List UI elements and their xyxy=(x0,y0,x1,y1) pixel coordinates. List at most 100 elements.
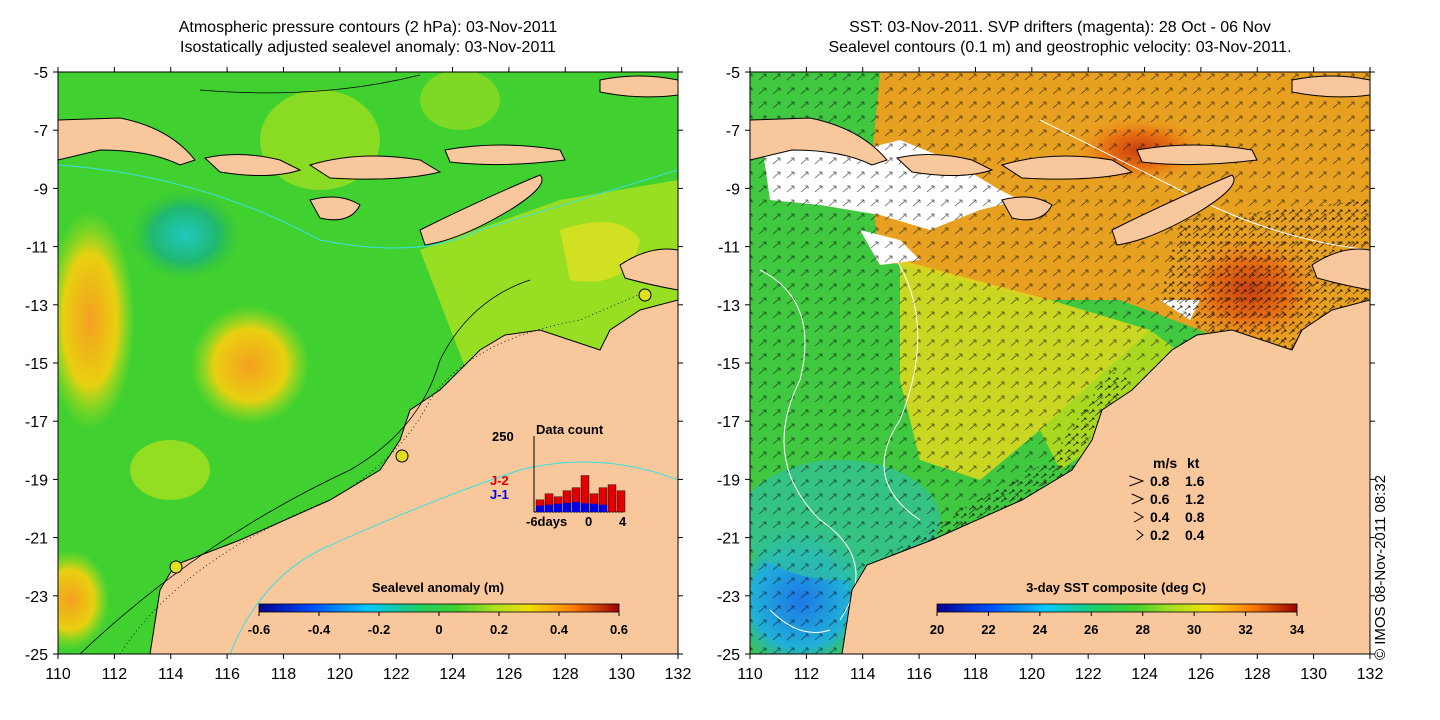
left-colorbar-label: Sealevel anomaly (m) xyxy=(372,580,504,595)
australia-landmass-right xyxy=(841,299,1370,654)
left-colorbar-tick-label: 0.4 xyxy=(550,622,569,637)
speed-legend-ms: 0.4 xyxy=(1150,509,1170,525)
arnhem-land xyxy=(619,248,678,291)
left-colorbar-tick-label: 0.6 xyxy=(610,622,628,637)
right-axis-x-tick-label: 118 xyxy=(963,666,989,683)
right-title-line2: Sealevel contours (0.1 m) and geostrophi… xyxy=(828,39,1292,56)
speed-legend-arrow xyxy=(1136,529,1144,541)
left-map xyxy=(58,72,678,654)
speed-legend-ms: 0.8 xyxy=(1150,473,1170,489)
j1-count-bar xyxy=(545,504,553,512)
right-colorbar-tick-label: 28 xyxy=(1135,622,1149,637)
pressure-contour-2 xyxy=(199,74,421,94)
right-axis-y-tick-label: -21 xyxy=(717,531,740,548)
j1-count-bar xyxy=(563,502,571,512)
j1-count-bar xyxy=(599,504,607,512)
timor-island xyxy=(419,174,543,246)
sla-high-southwest xyxy=(58,550,110,650)
speed-legend-header-ms: m/s xyxy=(1153,455,1177,471)
right-colorbar-ticks: 20 22 24 26 28 30 32 34 xyxy=(930,612,1305,637)
j2-count-bar xyxy=(607,484,617,513)
right-axis-x-tick-label: 120 xyxy=(1018,666,1045,683)
j2-count-bar xyxy=(616,490,626,513)
left-axis-y-tick-label: -15 xyxy=(25,356,48,373)
left-axis-y-tick-label: -21 xyxy=(25,531,48,548)
left-axis-y-tick-label: -17 xyxy=(25,414,48,431)
sealevel-contour-4 xyxy=(769,609,831,633)
right-axis-y-tick-label: -7 xyxy=(726,123,740,140)
left-axis-y-tick-label: -13 xyxy=(25,298,48,315)
station-marker-2 xyxy=(395,449,409,463)
flores-east-island xyxy=(444,144,566,166)
data-count-xlabel-mid: 0 xyxy=(585,514,592,529)
left-colorbar-tick-label: 0 xyxy=(435,622,442,637)
right-axis-y-tick-label: -5 xyxy=(726,65,740,82)
cyan-contour-2 xyxy=(229,461,678,654)
right-colorbar-tick-label: 20 xyxy=(930,622,944,637)
station-marker-1 xyxy=(169,560,183,574)
right-map-axes: 110 112 114 116 118 120 122 124 126 128 130 132 -5 -7… xyxy=(717,65,1384,683)
timor-island-right xyxy=(1111,174,1235,246)
right-colorbar-tick-label: 24 xyxy=(1033,622,1048,637)
sealevel-contour-2 xyxy=(883,249,921,521)
dotted-contour-1 xyxy=(119,289,651,654)
data-count-inset: Data count 250 J-2 J-1 -6days 0 4 xyxy=(490,422,627,529)
bali-lombok-island-right xyxy=(895,153,994,177)
legend-j2: J-2 xyxy=(490,473,509,488)
sla-high-central xyxy=(190,305,310,425)
right-axis-y-tick-label: -23 xyxy=(717,589,740,606)
data-count-title: Data count xyxy=(536,422,604,437)
sla-mid-south xyxy=(130,440,210,500)
left-title-line1: Atmospheric pressure contours (2 hPa): 0… xyxy=(178,19,558,36)
right-axis-x-tick-label: 114 xyxy=(850,666,876,683)
left-axis-x-tick-label: 124 xyxy=(439,666,466,683)
right-colorbar: 3-day SST composite (deg C) 20 22 24 26 28 30… xyxy=(930,580,1305,637)
right-axis-x-tick-label: 122 xyxy=(1075,666,1102,683)
sla-high-west xyxy=(58,210,135,430)
j1-count-bar xyxy=(581,503,589,512)
banda-islands-right xyxy=(1291,75,1370,98)
speed-legend-kt: 0.8 xyxy=(1185,509,1205,525)
right-axis-x-tick-label: 126 xyxy=(1188,666,1215,683)
left-axis-x-tick-label: 130 xyxy=(608,666,635,683)
speed-legend-arrow xyxy=(1129,475,1145,487)
right-axis-x-tick-label: 116 xyxy=(906,666,932,683)
speed-legend-ms: 0.6 xyxy=(1150,491,1170,507)
left-title: Atmospheric pressure contours (2 hPa): 0… xyxy=(58,18,678,58)
left-axis-x-tick-label: 116 xyxy=(214,666,240,683)
left-colorbar-tick-label: -0.2 xyxy=(368,622,390,637)
right-axis-x-tick-label: 128 xyxy=(1244,666,1271,683)
right-axis-x-tick-label: 132 xyxy=(1357,666,1384,683)
speed-legend-kt: 1.2 xyxy=(1185,491,1205,507)
legend-j1: J-1 xyxy=(490,487,509,502)
left-axis-y-tick-label: -11 xyxy=(26,240,48,257)
java-island xyxy=(58,117,196,166)
left-colorbar-ramp xyxy=(258,603,620,613)
speed-legend: m/s kt 0.8 1.6 0.6 1.2 0.4 0.8 0.2 0.4 xyxy=(1129,455,1205,543)
java-island-right xyxy=(750,117,888,166)
left-axis-y-tick-label: -23 xyxy=(25,589,48,606)
data-count-xlabel-start: -6days xyxy=(526,514,567,529)
right-axis-x-tick-label: 124 xyxy=(1131,666,1158,683)
j1-count-bar xyxy=(572,501,580,512)
right-axis-y-tick-label: -19 xyxy=(717,472,740,489)
left-axis-x-tick-label: 114 xyxy=(158,666,184,683)
right-colorbar-tick-label: 26 xyxy=(1084,622,1098,637)
station-marker-3 xyxy=(638,288,652,302)
left-axis-y-tick-label: -25 xyxy=(25,647,48,664)
sumbawa-flores-island xyxy=(308,155,442,180)
right-axis-y-tick-label: -13 xyxy=(717,298,740,315)
flores-east-island-right xyxy=(1136,144,1258,166)
right-colorbar-ramp xyxy=(936,603,1298,613)
right-axis-y-tick-label: -17 xyxy=(717,414,740,431)
speed-legend-header-kt: kt xyxy=(1187,455,1200,471)
left-axis-y-tick-label: -9 xyxy=(34,181,48,198)
right-axis-y-tick-label: -9 xyxy=(726,181,740,198)
left-colorbar-tick-label: -0.4 xyxy=(308,622,331,637)
left-axis-x-tick-label: 120 xyxy=(326,666,353,683)
speed-legend-rows: 0.8 1.6 0.6 1.2 0.4 0.8 0.2 0.4 xyxy=(1129,473,1205,543)
right-title: SST: 03-Nov-2011. SVP drifters (magenta)… xyxy=(750,18,1370,58)
data-count-bars xyxy=(535,475,626,513)
sla-mid-northeast xyxy=(420,72,500,130)
